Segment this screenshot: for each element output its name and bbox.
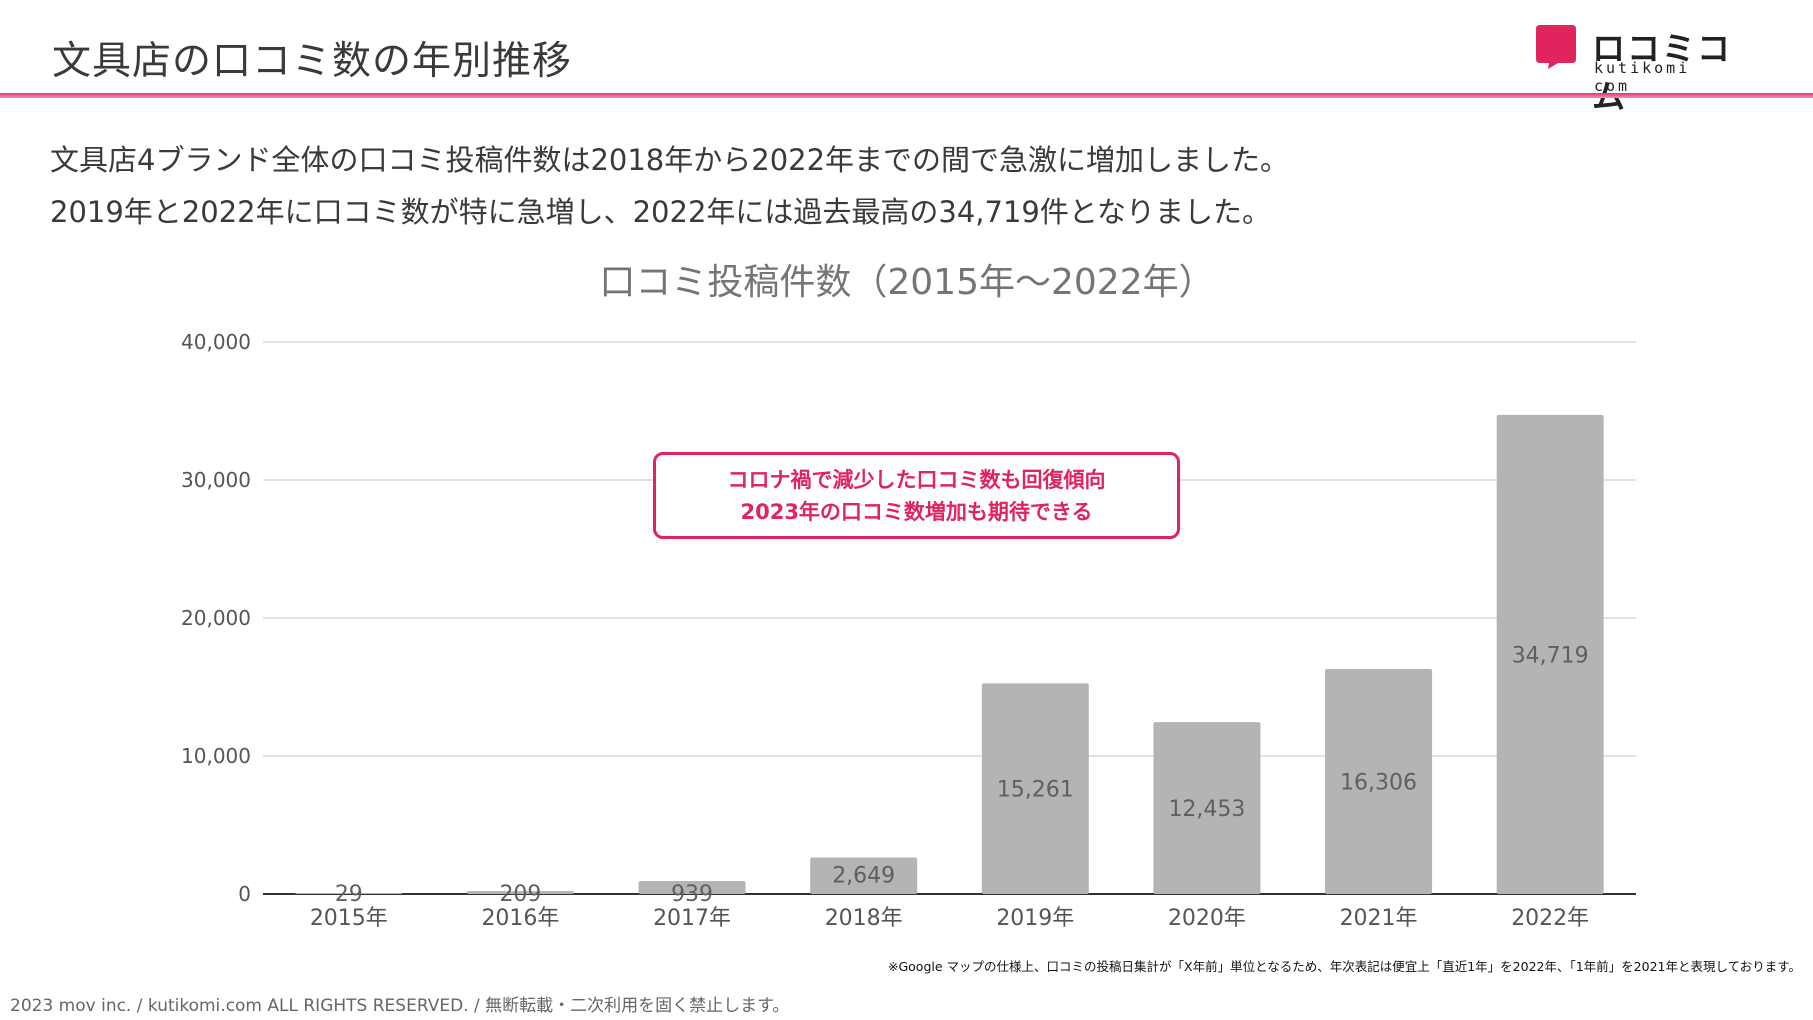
bar xyxy=(638,881,746,894)
data-label: 34,719 xyxy=(1512,643,1589,668)
x-tick-label: 2015年 xyxy=(310,906,388,931)
y-tick-label: 30,000 xyxy=(181,468,251,492)
logo-subtext: kutikomi com xyxy=(1594,59,1691,95)
bar xyxy=(1496,414,1604,894)
copyright-footer: 2023 mov inc. / kutikomi.com ALL RIGHTS … xyxy=(10,996,790,1016)
x-tick-label: 2017年 xyxy=(653,906,731,931)
lead-line-1: 文具店4ブランド全体の口コミ投稿件数は2018年から2022年までの間で急激に増… xyxy=(50,143,1290,177)
x-tick-label: 2020年 xyxy=(1168,906,1246,931)
data-label: 29 xyxy=(335,882,363,907)
x-tick-label: 2016年 xyxy=(481,906,559,931)
bar xyxy=(295,893,403,894)
lead-line-2: 2019年と2022年に口コミ数が特に急増し、2022年には過去最高の34,71… xyxy=(50,195,1272,229)
y-tick-label: 40,000 xyxy=(181,330,251,354)
y-tick-label: 20,000 xyxy=(181,606,251,630)
bar xyxy=(466,891,574,894)
chart-title: 口コミ投稿件数（2015年〜2022年） xyxy=(599,262,1214,303)
bar xyxy=(1325,668,1433,894)
x-tick-label: 2021年 xyxy=(1340,906,1418,931)
bar-chart: 口コミ投稿件数（2015年〜2022年） 0 10,000 20,000 30,000… xyxy=(181,262,1636,931)
callout-box: コロナ禍で減少した口コミ数も回復傾向 2023年の口コミ数増加も期待できる xyxy=(653,452,1180,539)
x-tick-label: 2018年 xyxy=(825,906,903,931)
data-label: 15,261 xyxy=(997,778,1074,803)
y-tick-label: 10,000 xyxy=(181,744,251,768)
data-label: 209 xyxy=(499,882,541,907)
bar xyxy=(981,683,1089,894)
footnote: ※Google マップの仕様上、口コミの投稿日集計が「X年前」単位となるため、年… xyxy=(888,959,1801,974)
bar xyxy=(810,857,918,894)
speech-bubble-icon xyxy=(1536,25,1576,69)
x-tick-label: 2022年 xyxy=(1511,906,1589,931)
x-tick-label: 2019年 xyxy=(996,906,1074,931)
data-label: 12,453 xyxy=(1168,797,1245,822)
lead-text: 文具店4ブランド全体の口コミ投稿件数は2018年から2022年までの間で急激に増… xyxy=(50,134,1289,238)
bar xyxy=(1153,722,1261,894)
callout-line-1: コロナ禍で減少した口コミ数も回復傾向 xyxy=(727,468,1106,492)
data-label: 16,306 xyxy=(1340,770,1417,795)
y-tick-label: 0 xyxy=(238,882,251,906)
data-label: 939 xyxy=(671,882,713,907)
header-divider xyxy=(0,93,1813,98)
page-title: 文具店の口コミ数の年別推移 xyxy=(52,39,573,84)
callout-line-2: 2023年の口コミ数増加も期待できる xyxy=(740,500,1093,524)
data-label: 2,649 xyxy=(832,863,895,888)
